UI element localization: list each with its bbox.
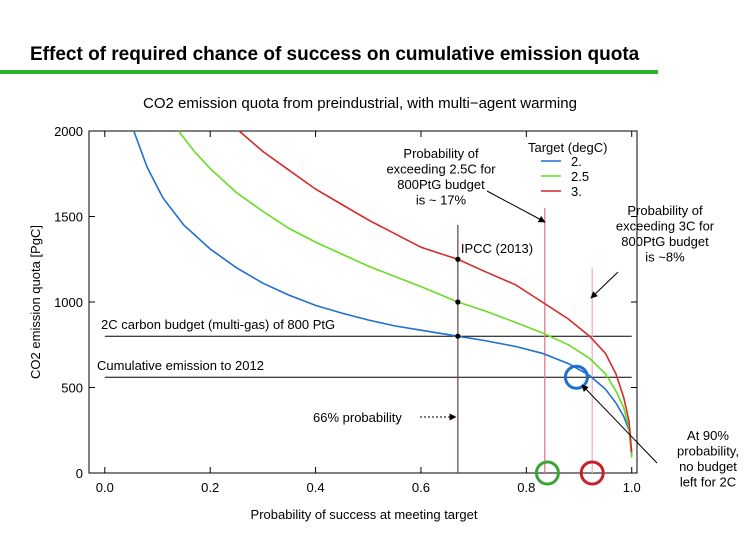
x-tick-label: 0.0 [96, 480, 114, 495]
data-point [455, 299, 461, 305]
title-underline [0, 70, 658, 74]
exceed3-label: 800PtG budget [621, 234, 709, 249]
exceed25-label: exceeding 2.5C for [386, 162, 496, 177]
y-tick-label: 2000 [54, 124, 83, 139]
x-tick-label: 1.0 [623, 480, 641, 495]
y-tick-label: 500 [61, 381, 83, 396]
y-axis-label: CO2 emission quota [PgC] [28, 225, 43, 379]
x-tick-label: 0.8 [517, 480, 535, 495]
highlight-circle [563, 364, 589, 390]
y-tick-label: 1500 [54, 210, 83, 225]
at90-label: no budget [679, 459, 737, 474]
x-tick-label: 0.2 [201, 480, 219, 495]
legend-label: 3. [571, 184, 582, 199]
cumulative-line-label: Cumulative emission to 2012 [97, 358, 264, 373]
highlight-circle [579, 460, 605, 486]
at90-label: At 90% [687, 428, 729, 443]
prob66-label: 66% probability [313, 410, 402, 425]
budget-line-label: 2C carbon budget (multi-gas) of 800 PtG [101, 317, 335, 332]
at90-label: probability, [677, 444, 739, 459]
exceed3-label: Probability of [627, 203, 703, 218]
series-line [238, 130, 633, 453]
chart-title: CO2 emission quota from preindustrial, w… [143, 95, 577, 112]
legend-label: 2.5 [571, 169, 589, 184]
exceed3-label: is ~8% [645, 250, 685, 265]
ipcc-label: IPCC (2013) [461, 241, 533, 256]
data-point [455, 333, 461, 339]
y-tick-label: 1000 [54, 295, 83, 310]
slide-title: Effect of required chance of success on … [30, 44, 640, 65]
x-tick-label: 0.6 [412, 480, 430, 495]
plot-area: 0.0 0.2 0.4 0.6 0.8 1.0 0 500 1000 1500 2000 2C car… [54, 124, 739, 495]
x-tick-label: 0.4 [307, 480, 325, 495]
highlight-circle [534, 460, 560, 486]
at90-arrow [581, 384, 658, 464]
exceed25-label: Probability of [403, 146, 479, 161]
exceed25-label: 800PtG budget [397, 177, 485, 192]
data-point [455, 256, 461, 262]
exceed3-label: exceeding 3C for [616, 219, 715, 234]
legend-title: Target (degC) [528, 140, 607, 155]
series-line [133, 130, 633, 456]
exceed3-arrow [590, 271, 619, 299]
series-line [177, 130, 633, 458]
exceed25-label: is ~ 17% [416, 193, 467, 208]
exceed25-arrow [486, 190, 546, 223]
y-tick-label: 0 [76, 466, 83, 481]
at90-label: left for 2C [680, 475, 736, 490]
legend-label: 2. [571, 154, 582, 169]
x-axis-label: Probability of success at meeting target [251, 507, 478, 522]
